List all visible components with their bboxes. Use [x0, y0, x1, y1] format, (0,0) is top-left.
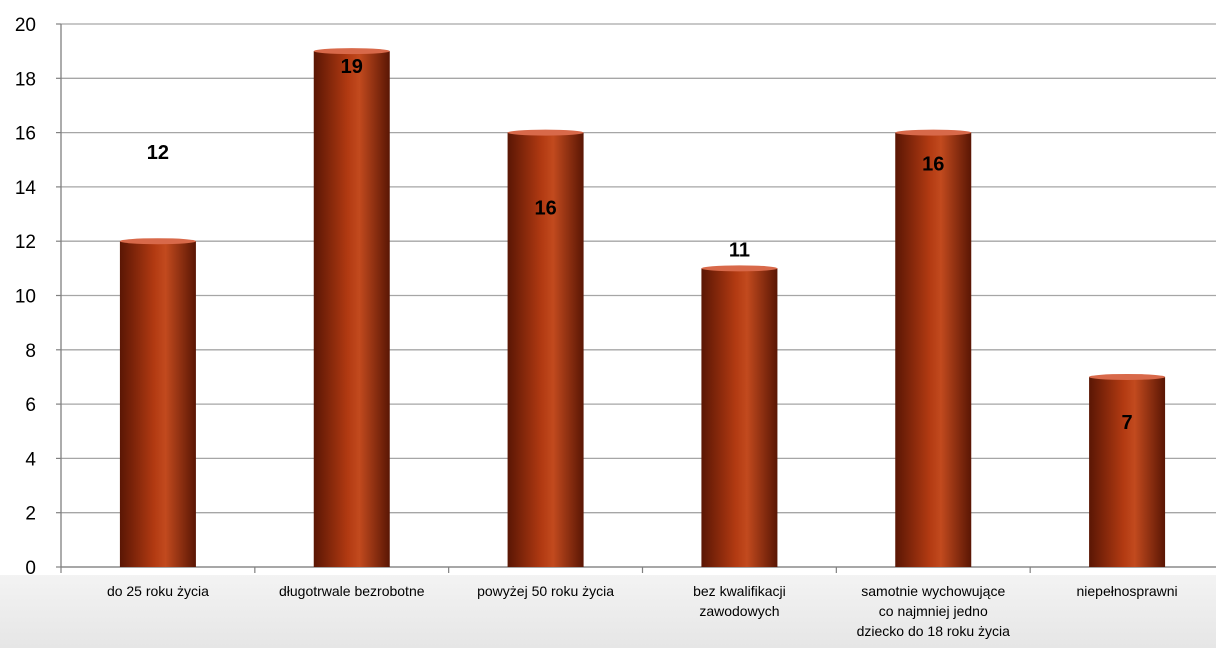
bar-top-cap — [701, 265, 778, 272]
x-tick-label: samotnie wychowujące co najmniej jedno dzi… — [857, 583, 1011, 639]
bar — [895, 132, 972, 567]
y-tick-label: 4 — [25, 449, 36, 470]
data-labels: 12 19 16 11 16 7 — [147, 56, 1133, 434]
x-tick-label: bez kwalifikacji zawodowych — [693, 583, 786, 619]
bars — [119, 48, 1166, 567]
bar-top-cap — [895, 129, 972, 136]
y-tick-label: 0 — [25, 558, 36, 579]
y-tick-label: 8 — [25, 341, 36, 362]
x-tick-label-line: bez kwalifikacji — [693, 583, 786, 599]
data-label: 7 — [1122, 412, 1133, 434]
x-tick-label-line: dziecko do 18 roku życia — [857, 623, 1011, 639]
bar — [1089, 376, 1166, 567]
bar-top-cap — [119, 238, 196, 245]
x-tick-label-line: długotrwale bezrobotne — [279, 583, 425, 599]
x-tick-label-line: powyżej 50 roku życia — [477, 583, 614, 599]
y-tick-label: 12 — [15, 232, 36, 253]
bar — [507, 132, 584, 567]
data-label: 12 — [147, 142, 169, 164]
bar — [701, 268, 778, 567]
bar-top-cap — [507, 129, 584, 136]
y-tick-label: 14 — [15, 178, 37, 199]
y-axis-ticks: 0 2 4 6 8 10 12 14 16 18 20 — [15, 15, 37, 579]
bar — [119, 241, 196, 567]
x-tick-label-line: zawodowych — [699, 603, 779, 619]
floor-band — [0, 575, 1216, 648]
data-label: 16 — [922, 154, 944, 176]
axes — [56, 23, 1216, 573]
x-tick-label: powyżej 50 roku życia — [477, 583, 614, 599]
y-tick-label: 10 — [15, 287, 36, 308]
x-tick-label-line: do 25 roku życia — [107, 583, 209, 599]
data-label: 16 — [534, 198, 556, 220]
bar-top-cap — [313, 48, 390, 55]
x-tick-label-line: co najmniej jedno — [879, 603, 988, 619]
y-tick-label: 2 — [25, 504, 36, 525]
x-tick-label: do 25 roku życia — [107, 583, 209, 599]
bar — [313, 51, 390, 567]
data-label: 11 — [729, 239, 750, 261]
x-tick-label: długotrwale bezrobotne — [279, 583, 425, 599]
x-axis-ticks: do 25 roku życia długotrwale bezrobotne po… — [107, 583, 1178, 639]
y-tick-label: 16 — [15, 124, 36, 145]
x-tick-label-line: niepełnosprawni — [1076, 583, 1177, 599]
data-label: 19 — [341, 56, 363, 78]
y-tick-label: 6 — [25, 395, 36, 416]
x-tick-label: niepełnosprawni — [1076, 583, 1177, 599]
bar-top-cap — [1089, 373, 1166, 380]
y-tick-label: 18 — [15, 69, 36, 90]
y-tick-label: 20 — [15, 15, 36, 36]
x-tick-label-line: samotnie wychowujące — [861, 583, 1005, 599]
gridlines — [61, 23, 1216, 568]
